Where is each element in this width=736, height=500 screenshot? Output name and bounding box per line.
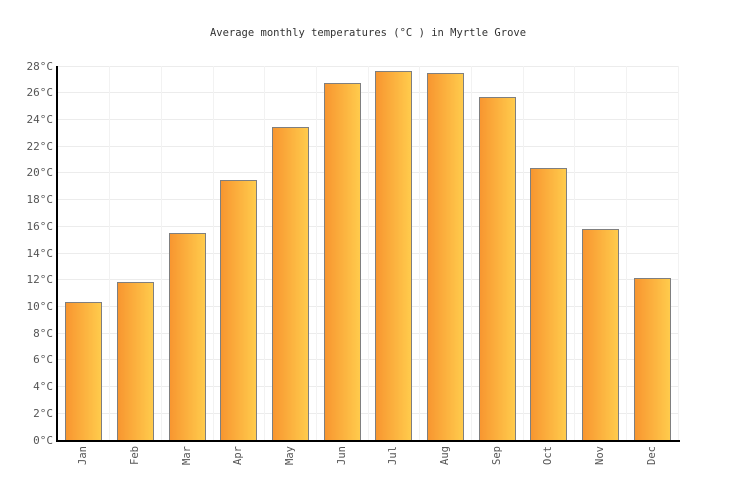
- y-axis-tick-label-22: 22°C: [26, 139, 54, 153]
- x-axis-tick-label-may: May: [284, 446, 296, 465]
- v-gridline-5: [315, 66, 317, 440]
- v-gridline-6: [367, 66, 369, 440]
- y-axis-tick-label-4: 4°C: [33, 380, 53, 394]
- x-axis-tick-label-aug: Aug: [439, 446, 451, 465]
- v-gridline-12: [677, 66, 679, 440]
- bar-jun[interactable]: [323, 83, 361, 440]
- x-axis-tick-label-sep: Sep: [490, 446, 503, 465]
- v-gridline-8: [470, 66, 472, 440]
- x-axis-line: [56, 440, 680, 442]
- y-axis-tick-label-8: 8°C: [33, 326, 53, 340]
- y-axis-tick-label-2: 2°C: [33, 406, 53, 420]
- y-axis-tick-label-16: 16°C: [26, 219, 54, 233]
- y-axis-tick-label-24: 24°C: [26, 112, 54, 126]
- y-axis-tick-label-6: 6°C: [33, 353, 53, 367]
- x-axis-tick-label-mar: Mar: [180, 446, 193, 465]
- v-gridline-1: [109, 66, 111, 440]
- bar-jan[interactable]: [65, 302, 103, 440]
- y-axis-tick-label-12: 12°C: [26, 273, 54, 287]
- x-axis-tick-label-nov: Nov: [594, 446, 606, 465]
- v-gridline-7: [419, 66, 421, 440]
- v-gridline-4: [264, 66, 266, 440]
- x-axis-tick-label-dec: Dec: [645, 446, 658, 465]
- bar-sep[interactable]: [478, 96, 516, 440]
- x-axis-tick-label-feb: Feb: [129, 446, 141, 465]
- y-axis-tick-label-10: 10°C: [26, 299, 54, 313]
- y-axis-tick-label-18: 18°C: [26, 193, 54, 207]
- bar-apr[interactable]: [220, 179, 258, 440]
- y-axis-tick-label-26: 26°C: [26, 86, 54, 100]
- y-axis-tick-label-0: 0°C: [33, 433, 53, 447]
- bar-mar[interactable]: [168, 232, 206, 440]
- y-axis-tick-label-20: 20°C: [26, 166, 54, 180]
- v-gridline-2: [160, 66, 162, 440]
- bar-oct[interactable]: [530, 167, 568, 440]
- x-axis-tick-label-apr: Apr: [232, 446, 245, 465]
- v-gridline-10: [574, 66, 576, 440]
- bar-aug[interactable]: [427, 72, 464, 440]
- v-gridline-9: [522, 66, 524, 440]
- bar-feb[interactable]: [117, 282, 154, 440]
- bar-may[interactable]: [272, 127, 309, 440]
- x-axis-tick-label-jun: Jun: [335, 446, 348, 465]
- bar-nov[interactable]: [582, 228, 619, 440]
- x-axis-tick-label-jan: Jan: [77, 446, 90, 465]
- bar-jul[interactable]: [375, 71, 413, 440]
- x-axis-tick-label-jul: Jul: [387, 446, 400, 465]
- bar-dec[interactable]: [633, 278, 671, 440]
- y-axis-tick-label-14: 14°C: [26, 246, 54, 260]
- y-axis-line: [56, 66, 58, 442]
- x-axis-tick-label-oct: Oct: [542, 446, 555, 465]
- chart-title: Average monthly temperatures (°C ) in My…: [209, 27, 527, 39]
- v-gridline-3: [212, 66, 214, 440]
- v-gridline-11: [625, 66, 627, 440]
- y-axis-tick-label-28: 28°C: [26, 59, 54, 73]
